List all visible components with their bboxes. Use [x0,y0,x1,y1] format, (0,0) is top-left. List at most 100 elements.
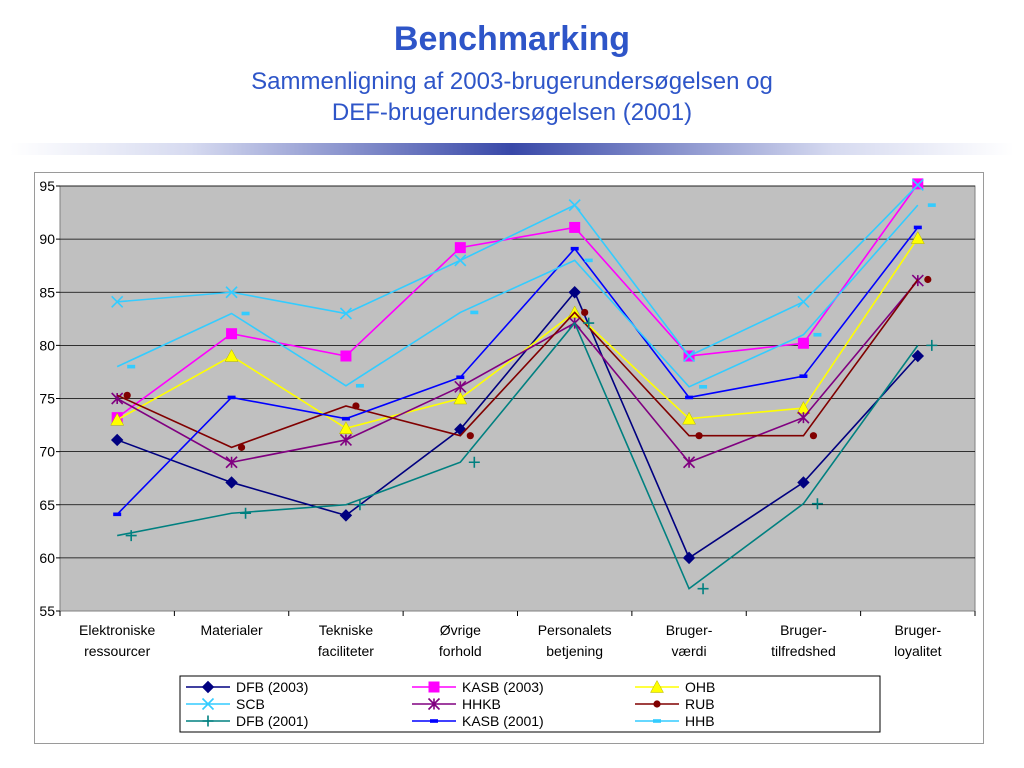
data-point [340,350,352,362]
y-tick-label: 55 [39,603,55,619]
x-tick-label: faciliteter [318,643,374,659]
data-point [453,391,468,405]
subtitle-line-2: DEF-brugerundersøgelsen (2001) [331,99,693,126]
x-tick-label: Bruger- [666,622,713,638]
legend-marker [653,700,661,708]
legend-marker [430,719,438,723]
data-point [110,433,124,447]
data-point [569,221,581,233]
data-point [339,307,353,320]
series-scb [111,178,924,363]
data-point [227,395,236,400]
data-point [924,275,932,284]
data-point [468,456,480,468]
series-line [117,184,919,358]
data-point [570,246,579,251]
legend-label: HHKB [462,696,501,712]
data-point [226,328,238,340]
data-point [241,311,250,316]
data-point [454,254,467,267]
data-point [797,337,809,349]
data-point [110,412,125,426]
x-tick-label: tilfredshed [771,643,836,659]
data-point [454,380,467,393]
y-tick-label: 95 [39,178,55,194]
legend-label: KASB (2001) [462,713,544,729]
series-kasb-2001- [113,225,922,517]
legend-item: KASB (2003) [412,679,544,695]
data-point [354,499,366,511]
y-tick-label: 85 [39,284,55,300]
data-point [813,332,822,337]
data-point [470,310,479,315]
series-rub [116,275,932,451]
legend-item: OHB [635,679,715,695]
y-tick-label: 80 [39,337,55,353]
data-point [926,339,938,351]
data-point [911,178,924,192]
data-point [809,432,818,440]
x-tick-label: værdi [672,643,707,659]
data-point [125,530,137,542]
legend-label: HHB [685,713,715,729]
legend-item: DFB (2001) [186,713,308,729]
data-point [466,432,474,440]
legend-item: DFB (2003) [186,679,308,695]
data-point [685,395,694,400]
data-point [583,317,595,329]
data-point [568,199,581,212]
y-tick-label: 75 [39,391,55,407]
data-point [339,509,353,522]
data-point [237,443,246,451]
data-point [797,476,810,489]
x-tick-label: betjening [546,643,603,659]
data-point [355,383,364,388]
x-tick-label: ressourcer [84,643,150,659]
data-point [225,286,238,299]
legend-marker [201,680,215,694]
legend-marker [653,719,661,723]
legend-marker [201,697,215,711]
data-point [111,295,124,308]
data-point [123,391,131,399]
data-point [699,385,708,389]
legend-item: HHKB [412,696,501,712]
data-point [113,512,122,517]
legend-item: SCB [186,696,265,712]
series-line [116,280,919,464]
data-point [695,432,703,440]
data-point [799,374,808,378]
legend-marker [428,681,440,693]
y-tick-label: 65 [39,497,55,513]
data-point [913,225,922,230]
data-point [339,421,353,434]
series-line [116,290,919,560]
series-dfb-2001- [117,317,938,595]
series-line [117,321,919,590]
page-title: Benchmarking [393,20,631,58]
gradient-divider [10,143,1014,155]
legend-label: DFB (2003) [236,679,308,695]
series-dfb-2003- [110,286,925,565]
data-point [456,375,465,380]
series-hhb [116,203,936,389]
data-point [811,498,823,510]
x-tick-label: Øvrige [440,622,481,638]
data-point [911,349,925,363]
series-line [116,204,919,388]
data-point [797,411,810,424]
data-point [584,258,593,263]
legend-box [179,675,881,733]
series-line [116,279,919,449]
series-line [116,183,919,419]
x-tick-label: Elektroniske [79,622,155,638]
legend-item: KASB (2001) [412,713,544,729]
x-tick-label: loyalitet [894,643,942,659]
y-tick-label: 90 [39,231,55,247]
data-point [682,456,696,469]
legend-label: KASB (2003) [462,679,544,695]
data-point [225,476,238,489]
legend-label: DFB (2001) [236,713,308,729]
x-tick-label: Personalets [538,622,612,638]
